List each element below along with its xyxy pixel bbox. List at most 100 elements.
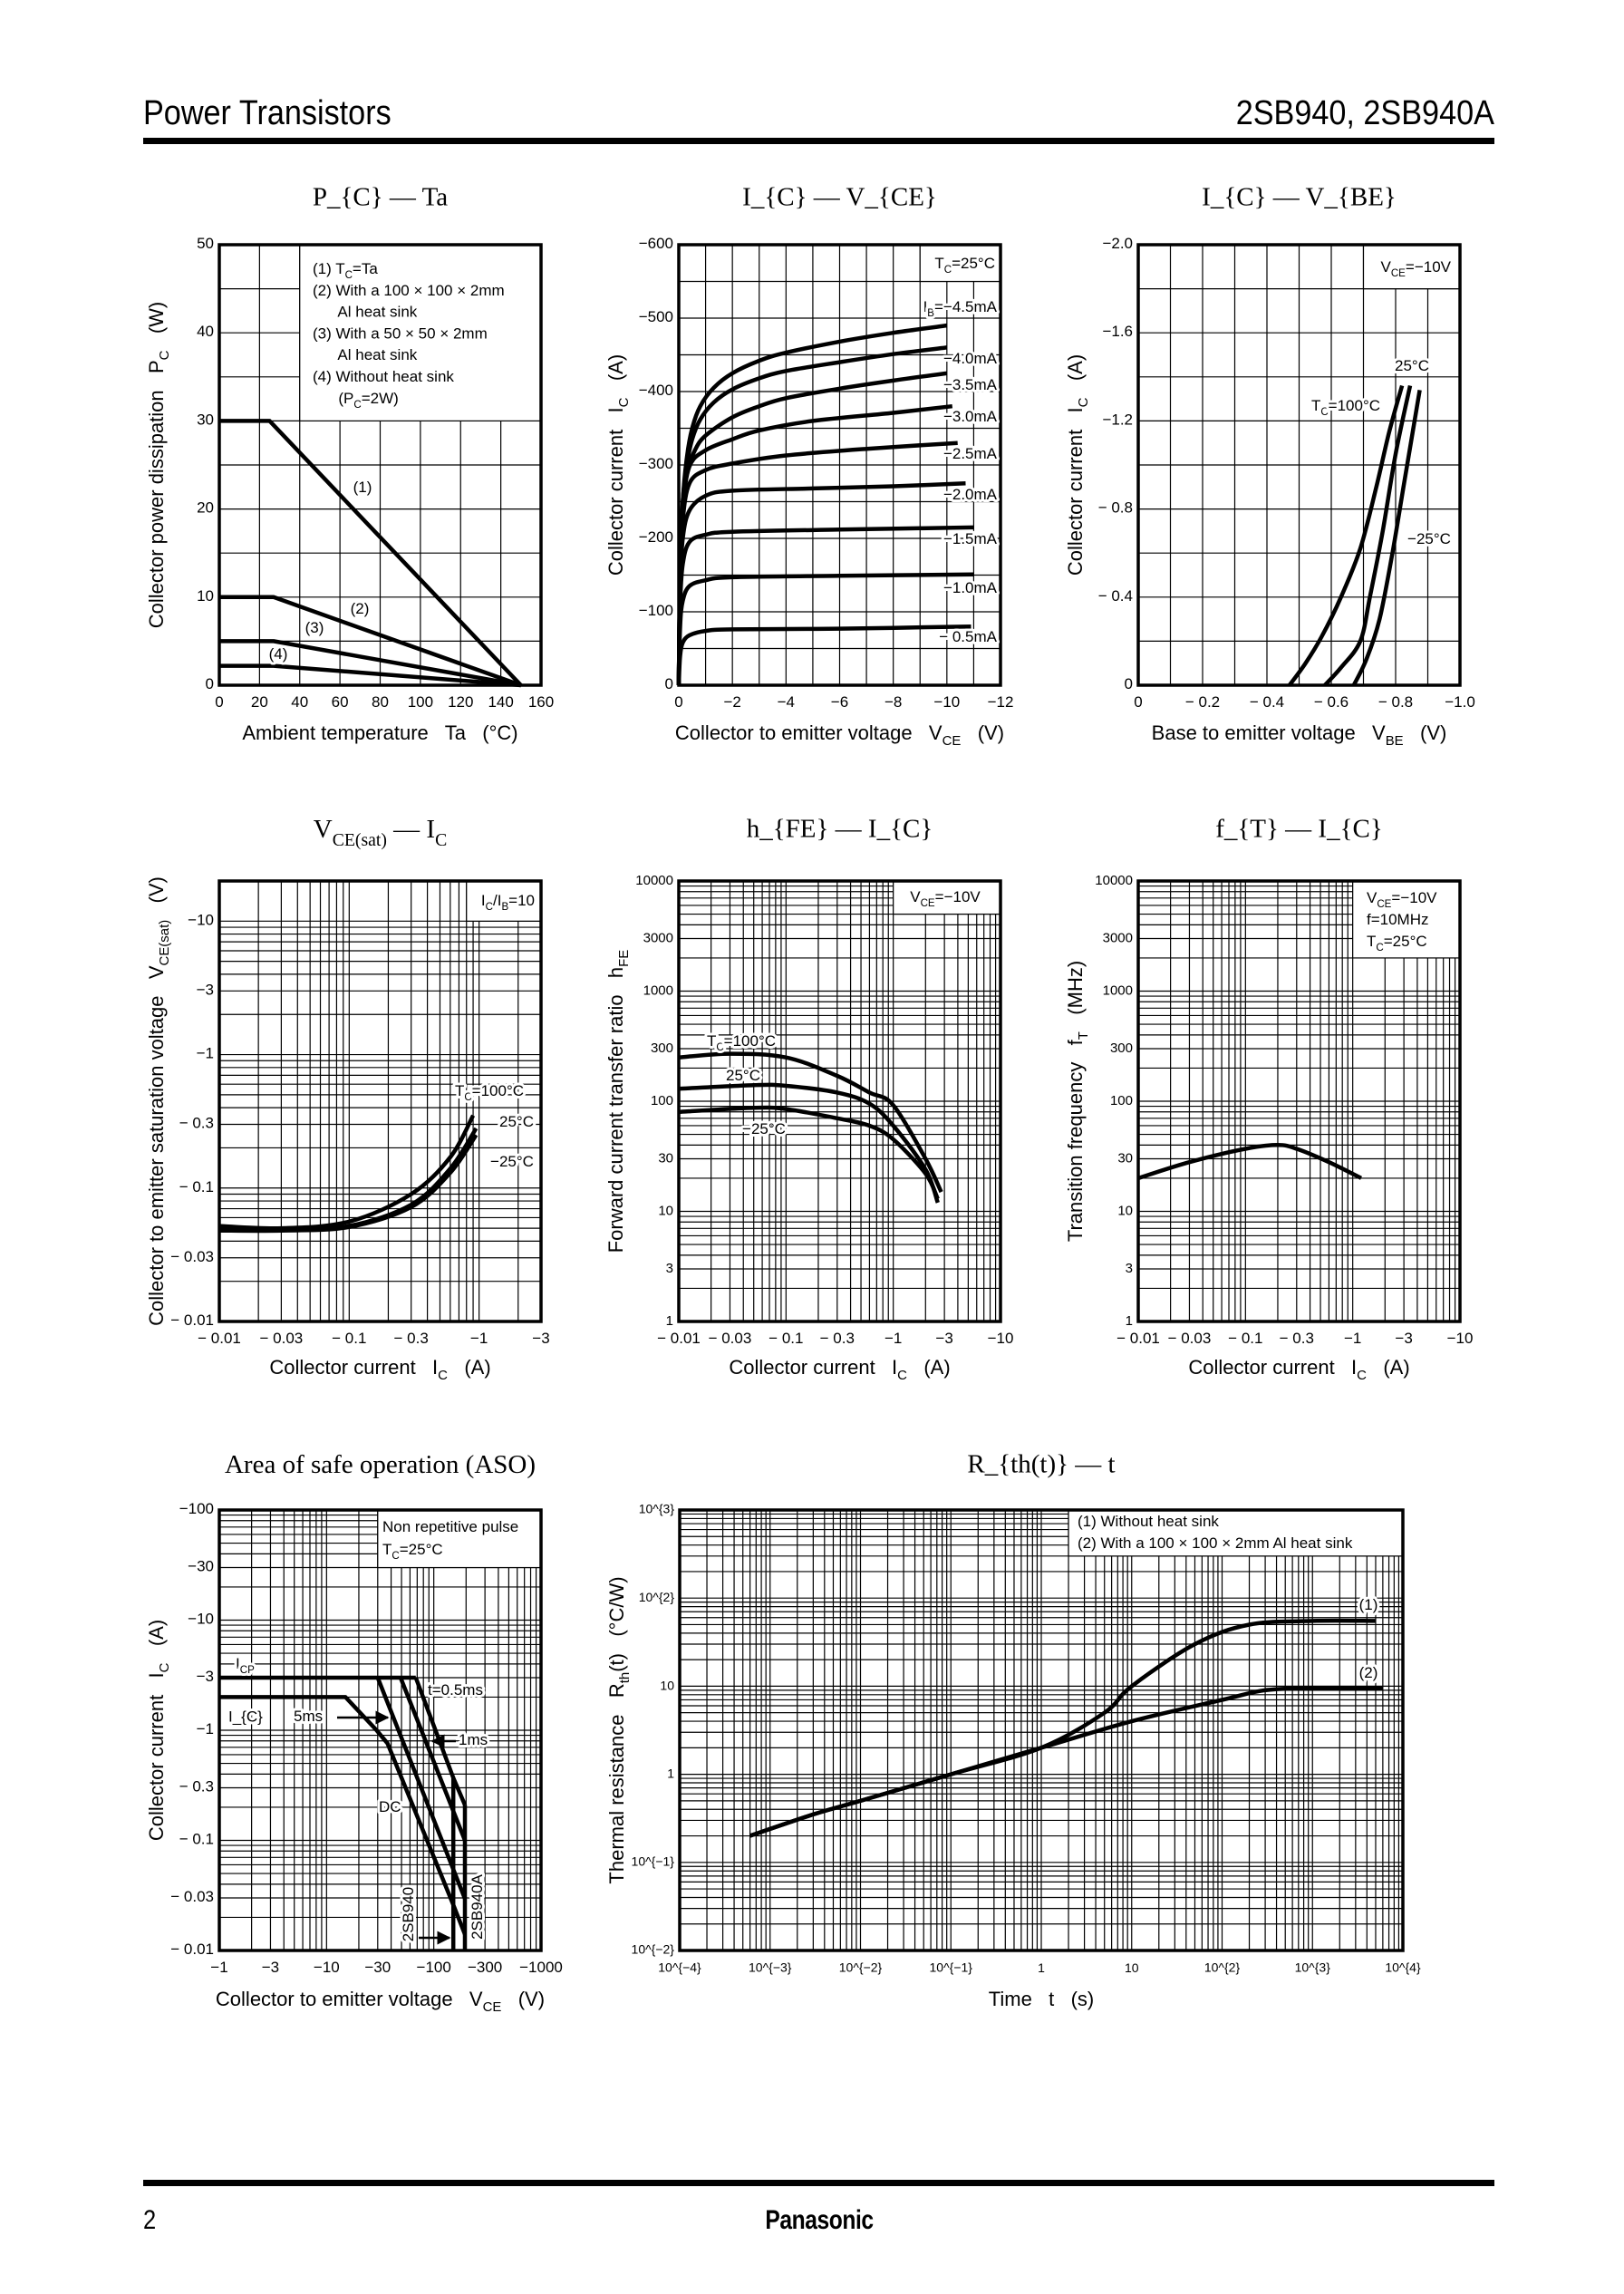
series-label: −25°C: [1407, 530, 1451, 547]
legend-text: TC=25°C: [382, 1541, 443, 1562]
series-label: −25°C: [490, 1153, 534, 1170]
x-tick-label: 60: [332, 693, 349, 711]
series-label: −1.5mA: [943, 530, 998, 547]
y-tick-label: − 0.01: [170, 1941, 214, 1958]
plot-frame: [1136, 879, 1462, 1323]
series-label: −4.0mA: [943, 350, 998, 367]
series-label: (3): [305, 619, 324, 636]
x-tick-label: 120: [448, 693, 473, 711]
x-axis-label: Collector current IC (A): [1188, 1356, 1409, 1384]
y-tick-label: −300: [639, 455, 673, 472]
plot-frame: [218, 879, 543, 1323]
chart-title: Area of safe operation (ASO): [225, 1450, 536, 1479]
series-label: (2): [351, 600, 370, 617]
series-label: 1ms: [459, 1731, 488, 1748]
x-tick-label: − 0.3: [820, 1330, 855, 1347]
chart-title: I_{C} — V_{BE}: [1202, 183, 1397, 212]
x-tick-label: 160: [528, 693, 554, 711]
chart-7: Area of safe operation (ASO) Collector to…: [145, 1450, 563, 2016]
series-label: 25°C: [726, 1067, 760, 1084]
header-rule: [143, 138, 1494, 144]
y-axis-label: Collector current IC (A): [604, 354, 633, 576]
x-tick-label: −2: [723, 693, 740, 711]
x-tick-label: 10^{−3}: [749, 1960, 792, 1975]
series-label: TC=100°C: [1311, 397, 1380, 418]
x-tick-label: 10^{3}: [1295, 1960, 1331, 1975]
x-tick-label: 10^{−4}: [658, 1960, 701, 1975]
legend-text: Al heat sink: [313, 304, 418, 321]
y-axis-label: Thermal resistance Rth(t) (°C/W): [605, 1576, 633, 1883]
plot-frame: [1136, 243, 1462, 687]
y-tick-label: 10^{3}: [639, 1502, 675, 1516]
plot-frame: [677, 879, 1002, 1323]
series-line: [749, 1686, 1383, 1838]
series-line: [218, 1114, 476, 1231]
x-axis-label: Base to emitter voltage VBE (V): [1152, 721, 1447, 750]
x-tick-label: 10^{2}: [1204, 1960, 1241, 1975]
y-tick-label: − 0.4: [1098, 587, 1133, 605]
y-axis-label: Collector to emitter saturation voltage …: [145, 876, 173, 1326]
y-axis-label: Forward current transfer ratio hFE: [604, 950, 633, 1253]
y-tick-label: 10^{−1}: [632, 1854, 675, 1869]
legend-text: VCE=−10V: [910, 888, 981, 909]
brand-logo: Panasonic: [765, 2205, 874, 2235]
y-tick-label: 100: [1110, 1093, 1133, 1108]
x-tick-label: −3: [1395, 1330, 1412, 1347]
x-axis-label: Collector to emitter voltage VCE (V): [675, 721, 1004, 750]
y-tick-label: − 0.8: [1098, 499, 1133, 517]
x-tick-label: −10: [314, 1959, 340, 1976]
y-tick-label: 10: [660, 1678, 674, 1692]
x-tick-label: − 0.4: [1250, 693, 1284, 711]
y-tick-label: 10: [197, 587, 214, 605]
x-tick-label: −100: [417, 1959, 451, 1976]
x-axis-label: Collector current IC (A): [269, 1356, 490, 1384]
series-line: [219, 1695, 468, 1936]
annotation-label: I_{C}: [228, 1708, 263, 1725]
series-label: (1): [1359, 1596, 1378, 1613]
series-label: −3.0mA: [943, 408, 998, 425]
y-tick-label: 3000: [1103, 930, 1133, 945]
series-line: [678, 1105, 940, 1200]
x-tick-label: −4: [778, 693, 795, 711]
y-axis-label: Collector power dissipation PC (W): [145, 302, 173, 629]
series-line: [676, 481, 966, 686]
y-tick-label: 0: [206, 675, 214, 692]
y-tick-label: 1: [667, 1766, 674, 1780]
y-tick-label: − 0.3: [179, 1778, 214, 1796]
x-tick-label: − 0.8: [1378, 693, 1413, 711]
x-tick-label: −3: [532, 1330, 549, 1347]
x-tick-label: −1: [1344, 1330, 1361, 1347]
x-tick-label: −10: [933, 693, 960, 711]
series-line: [678, 1082, 940, 1204]
chart-title: R_{th(t)} — t: [967, 1450, 1115, 1479]
chart-title: P_{C} — Ta: [313, 183, 448, 212]
series-label: (2): [1359, 1664, 1378, 1681]
plot-frame: [218, 1508, 543, 1952]
y-tick-label: − 0.03: [170, 1889, 214, 1906]
x-tick-label: − 0.1: [332, 1330, 366, 1347]
x-tick-label: −3: [935, 1330, 952, 1347]
y-tick-label: 30: [658, 1150, 673, 1166]
y-tick-label: −500: [639, 308, 673, 325]
legend-text: (1) Without heat sink: [1078, 1513, 1219, 1530]
series-line: [678, 1051, 943, 1194]
x-tick-label: 10^{4}: [1385, 1960, 1421, 1975]
series-label: −3.5mA: [943, 376, 998, 393]
x-tick-label: − 0.03: [1168, 1330, 1212, 1347]
x-tick-label: −12: [988, 693, 1014, 711]
series-label: IB=−4.5mA: [923, 298, 998, 319]
series-label: t=0.5ms: [428, 1681, 483, 1699]
plot-frame: [677, 243, 1002, 687]
series-line: [676, 403, 953, 686]
x-tick-label: − 0.03: [709, 1330, 752, 1347]
x-tick-label: 80: [372, 693, 389, 711]
y-tick-label: −600: [639, 235, 673, 252]
x-tick-label: −1.0: [1445, 693, 1475, 711]
x-tick-label: 140: [488, 693, 513, 711]
chart-title: f_{T} — I_{C}: [1215, 815, 1383, 844]
x-tick-label: − 0.01: [657, 1330, 701, 1347]
x-tick-label: − 0.3: [394, 1330, 429, 1347]
y-tick-label: 30: [1117, 1150, 1133, 1166]
y-tick-label: 10000: [635, 873, 673, 888]
